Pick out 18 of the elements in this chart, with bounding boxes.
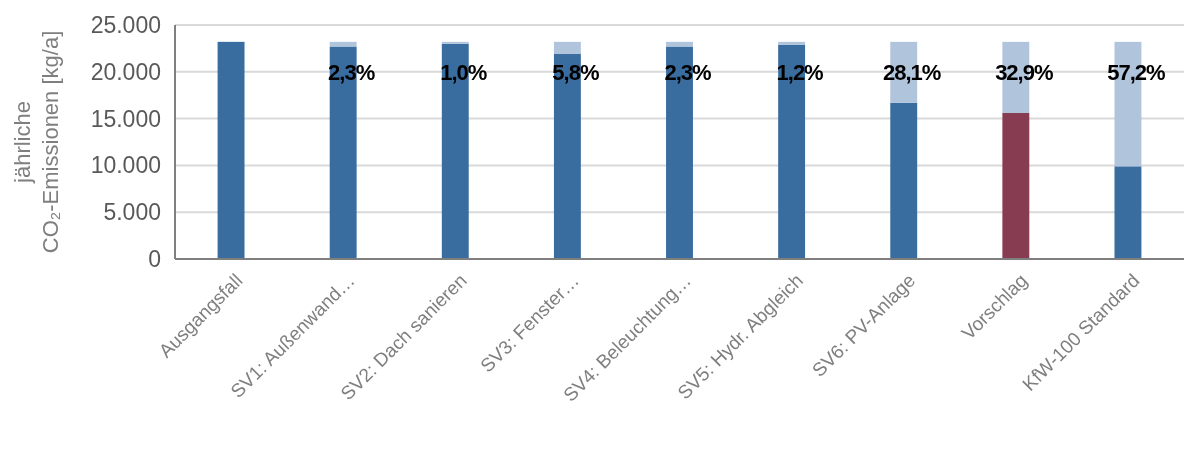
y-axis-title: jährliche CO₂-Emissionen [kg/a] [10,30,63,254]
y-tick-label: 25.000 [90,12,161,39]
bar [553,41,581,55]
bar [778,41,806,45]
y-tick-label: 5.000 [103,199,161,226]
bar [666,41,693,47]
y-tick-label: 10.000 [90,152,161,179]
bar [1002,112,1030,259]
y-tick-label: 15.000 [90,105,161,132]
annotation: 28,1% [883,60,941,86]
annotation: 32,9% [995,60,1053,86]
bar [329,41,357,47]
y-tick-label: 20.000 [90,58,161,85]
annotation: 57,2% [1107,60,1166,86]
bar [890,102,918,259]
bar [1114,166,1142,259]
y-tick-label: 0 [148,246,161,273]
bar [217,41,245,259]
